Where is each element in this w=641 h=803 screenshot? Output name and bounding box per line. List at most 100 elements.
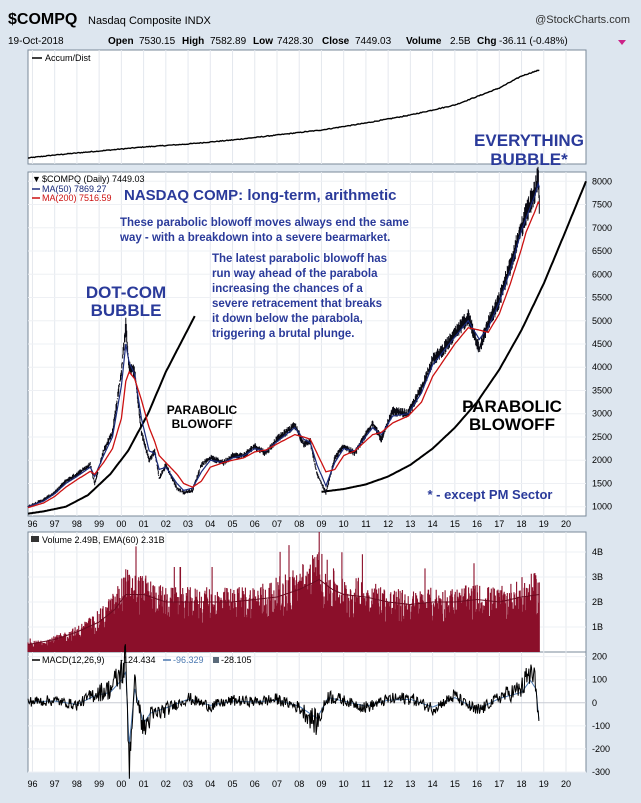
x-tick-label: 12: [383, 519, 393, 529]
volume-tick-label: 3B: [592, 572, 603, 582]
volume-bars: [27, 532, 540, 652]
x-tick-label: 09: [316, 519, 326, 529]
x-tick-label: 02: [161, 779, 171, 789]
price-tick-label: 3500: [592, 385, 612, 395]
x-tick-label: 97: [50, 779, 60, 789]
x-tick-label: 05: [228, 519, 238, 529]
source-credit: @StockCharts.com: [535, 14, 630, 26]
low-label: Low: [253, 36, 273, 47]
annotation-para1-line2: way - with a breakdown into a severe bea…: [119, 232, 390, 244]
x-tick-label: 98: [72, 519, 82, 529]
x-tick-label: 96: [27, 519, 37, 529]
accum-dist-line: [27, 69, 540, 159]
close-label: Close: [322, 36, 350, 47]
dotcom-bubble-line2: BUBBLE: [91, 301, 162, 320]
x-tick-label: 11: [361, 519, 370, 529]
price-layer: [27, 166, 587, 515]
x-tick-label: 17: [494, 779, 504, 789]
x-tick-label: 18: [517, 519, 527, 529]
x-tick-label: 16: [472, 519, 482, 529]
x-tick-label: 19: [539, 519, 549, 529]
annotation-para2-line3: increasing the chances of a: [212, 283, 363, 295]
x-tick-label: 05: [228, 779, 238, 789]
volume-value: 2.5B: [450, 36, 471, 47]
except-note: * - except PM Sector: [428, 487, 553, 502]
x-tick-label: 14: [428, 519, 438, 529]
x-tick-label: 01: [139, 779, 149, 789]
macd-value: -124.434: [120, 655, 156, 665]
x-tick-label: 14: [428, 779, 438, 789]
dotcom-bubble-line1: DOT-COM: [86, 283, 166, 302]
parabolic-big-line2: BLOWOFF: [469, 415, 555, 434]
ma200-line: [27, 200, 540, 509]
volume-layer: [27, 532, 540, 652]
x-tick-label: 15: [450, 519, 460, 529]
price-tick-label: 7500: [592, 200, 612, 210]
x-tick-label: 17: [494, 519, 504, 529]
low-value: 7428.30: [277, 36, 314, 47]
high-value: 7582.89: [210, 36, 247, 47]
x-tick-label: 19: [539, 779, 549, 789]
annotation-para2-line2: run way ahead of the parabola: [212, 268, 378, 280]
x-tick-label: 04: [205, 519, 215, 529]
x-tick-label: 09: [316, 779, 326, 789]
quote-date: 19-Oct-2018: [8, 36, 64, 47]
x-tick-label: 04: [205, 779, 215, 789]
ma50-legend: MA(50) 7869.27: [42, 184, 107, 194]
volume-tick-label: 2B: [592, 597, 603, 607]
price-legend: $COMPQ (Daily) 7449.03: [42, 174, 145, 184]
volume-label: Volume: [406, 36, 442, 47]
x-tick-label: 13: [405, 519, 415, 529]
x-tick-label: 20: [561, 779, 571, 789]
parabolic-big-line1: PARABOLIC: [462, 397, 562, 416]
x-tick-label: 99: [94, 519, 104, 529]
macd-tick-label: 100: [592, 675, 607, 685]
symbol-title: $COMPQ: [8, 11, 77, 28]
x-tick-label: 12: [383, 779, 393, 789]
accum-layer: [27, 69, 540, 159]
chg-value: -36.11 (-0.48%): [499, 36, 568, 47]
price-tick-label: 5000: [592, 316, 612, 326]
high-label: High: [182, 36, 204, 47]
x-tick-label: 15: [450, 779, 460, 789]
x-tick-label: 03: [183, 519, 193, 529]
down-arrow-icon: [618, 40, 626, 45]
price-tick-label: 5500: [592, 293, 612, 303]
price-tick-label: 7000: [592, 223, 612, 233]
x-tick-label: 99: [94, 779, 104, 789]
axis-layer: 9696979798989999000001010202030304040505…: [27, 176, 612, 789]
parabola-right-curve: [321, 180, 587, 493]
open-value: 7530.15: [139, 36, 176, 47]
x-tick-label: 96: [27, 779, 37, 789]
x-tick-label: 98: [72, 779, 82, 789]
macd-tick-label: -100: [592, 721, 610, 731]
macd-layer: [27, 644, 540, 779]
parabolic-small-line2: BLOWOFF: [172, 417, 233, 431]
price-tick-label: 8000: [592, 176, 612, 186]
x-tick-label: 07: [272, 779, 282, 789]
price-tick-label: 1000: [592, 502, 612, 512]
x-tick-label: 18: [517, 779, 527, 789]
macd-legend-prefix: MACD(12,26,9): [42, 655, 105, 665]
macd-tick-label: 200: [592, 652, 607, 662]
annotation-para2-line1: The latest parabolic blowoff has: [212, 253, 387, 265]
price-tick-label: 6500: [592, 246, 612, 256]
x-tick-label: 13: [405, 779, 415, 789]
price-tick-label: 1500: [592, 478, 612, 488]
hist-value: -28.105: [221, 655, 252, 665]
macd-tick-label: -200: [592, 744, 610, 754]
macd-line: [27, 644, 540, 779]
signal-value: -96.329: [173, 655, 204, 665]
volume-legend: Volume 2.49B, EMA(60) 2.31B: [42, 535, 165, 545]
x-tick-label: 08: [294, 779, 304, 789]
price-tick-label: 3000: [592, 409, 612, 419]
price-tick-label: 2500: [592, 432, 612, 442]
close-value: 7449.03: [355, 36, 392, 47]
x-tick-label: 03: [183, 779, 193, 789]
macd-tick-label: -300: [592, 767, 610, 777]
price-legend-icon: ▼: [32, 174, 41, 184]
volume-tick-label: 4B: [592, 547, 603, 557]
hist-swatch: [213, 657, 219, 663]
ma50-line: [27, 181, 540, 508]
